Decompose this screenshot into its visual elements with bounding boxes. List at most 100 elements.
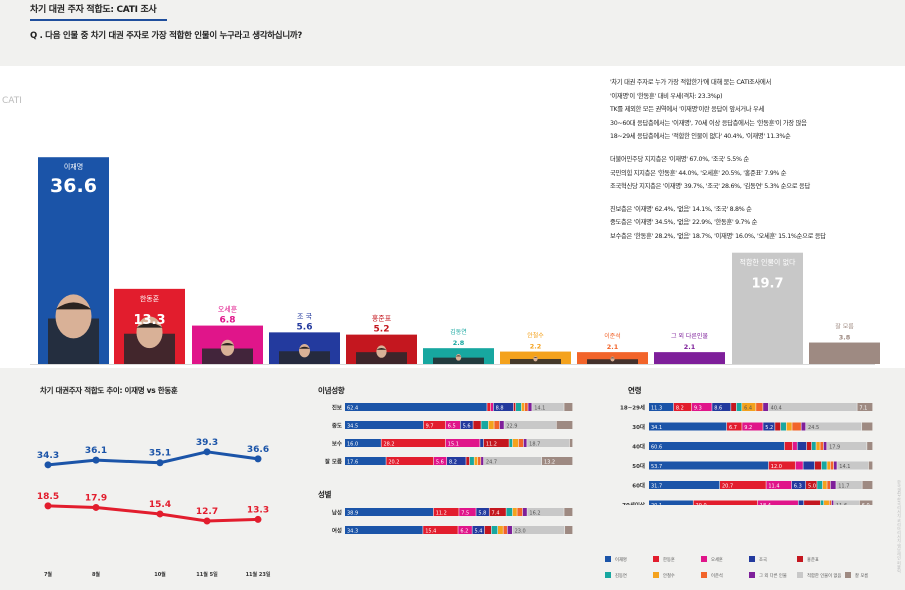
legend-swatch (701, 556, 707, 562)
segment (513, 403, 516, 411)
point-label: 15.4 (149, 500, 171, 510)
segment (836, 481, 862, 489)
bar-11 (809, 342, 880, 364)
source-caption: 한국갤럽·한국리서치·코리아리서치·엠브레인 퍼블릭 (897, 480, 902, 574)
segment-label: 6.0 (862, 503, 870, 505)
segment (473, 421, 481, 429)
legend-item: 이준석 (701, 572, 723, 579)
portrait-body (356, 352, 407, 364)
segment (345, 526, 423, 534)
segment-label: 14.1 (534, 406, 545, 412)
row-label: 60대 (632, 482, 645, 490)
segment (493, 403, 514, 411)
segment-label: 11.2 (486, 442, 497, 448)
series-point (156, 459, 164, 467)
portrait-face (220, 339, 235, 356)
segment-label: 11.6 (836, 503, 847, 505)
segment (649, 442, 785, 450)
segment (476, 508, 489, 516)
segment-label: 7.1 (859, 406, 867, 412)
page-title: 차기 대권 주자 적합도: CATI 조사 (30, 5, 157, 15)
note-line: 더불어민주당 지지층은 '이재명' 67.0%, '조국' 5.5% 순 (610, 155, 749, 163)
point-label: 13.3 (247, 505, 269, 515)
legend-swatch (797, 556, 803, 562)
segment-label: 16.2 (529, 511, 540, 517)
segment (423, 421, 446, 429)
bar-label: 이재명 (64, 162, 83, 171)
bar-label: 안철수 (527, 332, 544, 340)
legend-label: 이재명 (615, 558, 627, 563)
segment-label: 8.2 (676, 406, 684, 412)
portrait-hair (533, 357, 538, 358)
segment (795, 461, 803, 470)
segment (466, 457, 470, 465)
summary-notes: '차기 대권 주자로 누가 가장 적합한가'에 대해 묻는 CATI조사에서 '이… (610, 76, 900, 244)
segment (541, 457, 573, 465)
trend-line-chart: 34.3 36.1 35.1 39.3 36.6 18.5 17.9 15.4 12.7 13.3… (37, 438, 271, 578)
bar-value: 13.3 (133, 313, 165, 328)
segment-label: 9.3 (694, 406, 702, 412)
portrait-body (433, 357, 484, 364)
segment-label: 5.6 (436, 460, 444, 466)
point-label: 35.1 (149, 449, 171, 459)
point-label: 34.3 (37, 451, 59, 461)
segment-label: 11.7 (838, 484, 849, 490)
segment (512, 526, 565, 534)
segment (527, 439, 570, 447)
segment (797, 442, 807, 450)
segment (527, 508, 564, 516)
row-label: 잘 모름 (325, 458, 342, 466)
segment (487, 403, 491, 411)
legend-item: 김동연 (605, 572, 627, 579)
segment-label: 40.4 (771, 406, 782, 412)
bar-label: 오세훈 (218, 305, 238, 314)
segment (827, 442, 867, 450)
segment-label: 6.3 (794, 484, 802, 490)
segment-label: 53.7 (651, 464, 662, 470)
title-underline (30, 19, 167, 21)
segment (791, 481, 806, 489)
age-stacked-chart: 18~29세 11.3 8.2 9.3 8.6 6.4 40.4 7.1 30대 34.1 6.7 9… (620, 403, 873, 505)
segment (649, 403, 674, 411)
point-label: 12.7 (196, 507, 218, 517)
segment (506, 508, 513, 516)
bar-value: 2.8 (453, 339, 465, 347)
segment (532, 403, 564, 411)
segment (829, 500, 832, 505)
segment (345, 421, 424, 429)
survey-question: Q . 다음 인물 중 차기 대권 주자로 가장 적합한 인물이 누구라고 생각… (30, 31, 302, 41)
segment (481, 457, 484, 465)
legend-item: 오세훈 (701, 556, 723, 563)
segment (649, 500, 693, 505)
row-label: 18~29세 (620, 404, 645, 412)
segment (490, 403, 494, 411)
segment (766, 481, 792, 489)
segment-label: 5.2 (765, 425, 773, 431)
segment (827, 481, 831, 489)
segment-label: 11.3 (651, 406, 662, 412)
legend-swatch (845, 572, 851, 578)
legend-swatch (605, 572, 611, 578)
segment-label: 9.2 (744, 425, 752, 431)
segment (433, 508, 459, 516)
segment (763, 422, 775, 431)
x-tick-label: 7월 (44, 571, 52, 578)
segment (489, 508, 506, 516)
segment (859, 500, 873, 505)
segment (822, 481, 827, 489)
segment-label: 8.8 (496, 406, 504, 412)
segment (803, 461, 815, 470)
series-point (254, 515, 262, 523)
legend-item: 이재명 (605, 556, 627, 563)
segment-label: 11.4 (768, 484, 779, 490)
legend-swatch (653, 556, 659, 562)
portrait-body (587, 359, 638, 364)
portrait-body (510, 358, 561, 364)
segment (742, 403, 756, 411)
segment-label: 18.4 (760, 503, 771, 505)
segment (504, 421, 556, 429)
segment (503, 526, 507, 534)
x-tick-label: 11월 23일 (246, 571, 271, 578)
segment (565, 526, 573, 534)
row-label: 30대 (632, 423, 645, 431)
